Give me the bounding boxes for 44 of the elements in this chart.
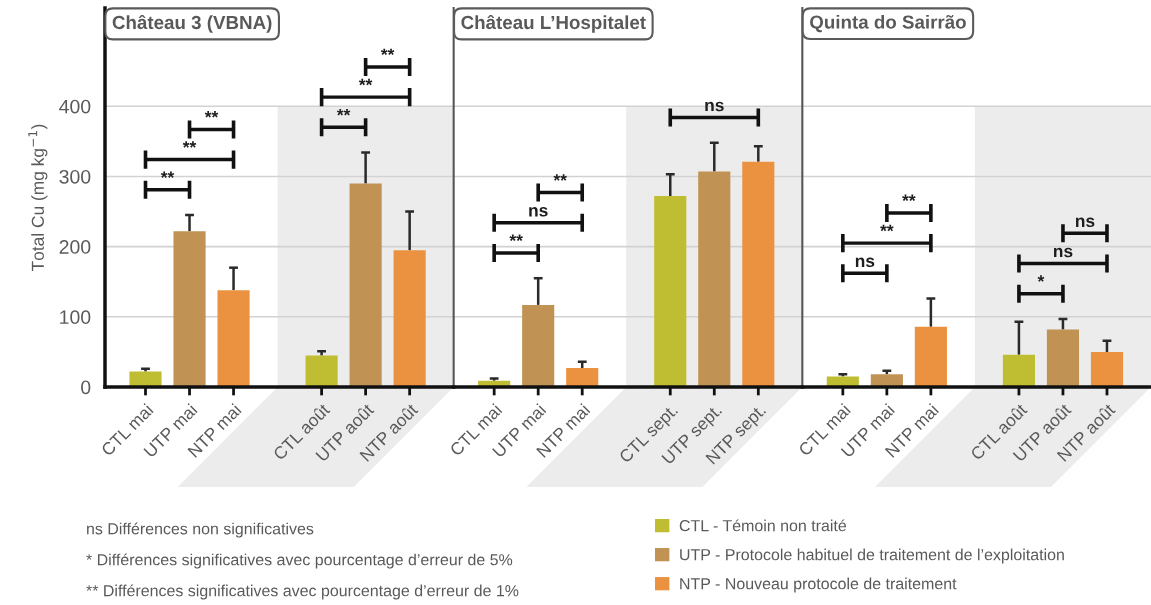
bar (698, 171, 731, 387)
annotation: ns (529, 207, 548, 217)
y-tick-label: 200 (59, 240, 91, 254)
annotation: ns (705, 101, 724, 112)
bar (742, 161, 775, 387)
annotation: ** (509, 234, 523, 242)
y-tick-label: 400 (59, 99, 91, 114)
annotation: * (1037, 275, 1045, 282)
annotation: ** (358, 78, 373, 86)
annotation: ** (336, 108, 351, 116)
annotation: ** (553, 174, 567, 181)
y-tick-label: 100 (60, 310, 91, 325)
bar (305, 355, 338, 387)
bar (1002, 354, 1035, 387)
annotation: ** (204, 111, 219, 118)
annotation: ns (855, 257, 875, 268)
y-axis-title: Total Cu (mg kg$^{−1}$) (28, 124, 48, 272)
bar (654, 196, 687, 387)
annotation: ns (1053, 247, 1073, 258)
legend-label: UTP - Protocole habituel de traitement de l’exploitation (680, 548, 1064, 564)
bar (393, 250, 426, 387)
y-tick-label: 0 (81, 380, 91, 395)
y-tick-label: 300 (59, 169, 91, 184)
bar (349, 183, 382, 387)
legend-label: CTL - Témoin non traité (679, 519, 847, 532)
text: ns Différences non significatives (87, 522, 314, 538)
bar (217, 290, 250, 387)
bar (1046, 329, 1080, 387)
chart-title: Château 3 (VBNA) (112, 14, 272, 33)
annotation: ** (902, 194, 916, 202)
annotation: ns (1075, 217, 1095, 228)
chart-title: Quinta do Sairrão (810, 14, 966, 33)
bar (173, 231, 206, 387)
annotation: ** (380, 48, 395, 56)
bar (1090, 351, 1124, 387)
annotation: ** (182, 141, 197, 148)
legend-label: NTP - Nouveau protocole de traitement (680, 577, 957, 593)
annotation: ** (160, 171, 175, 178)
bar (914, 326, 947, 387)
text: * Différences significatives avec pourcentage d’erreur de 5% (86, 553, 513, 569)
bar (522, 304, 555, 387)
text: ** Différences significatives avec pourcentage d’erreur de 1% (86, 584, 519, 600)
chart-title: Château L’Hospitalet (461, 14, 646, 33)
annotation: ** (880, 224, 894, 232)
